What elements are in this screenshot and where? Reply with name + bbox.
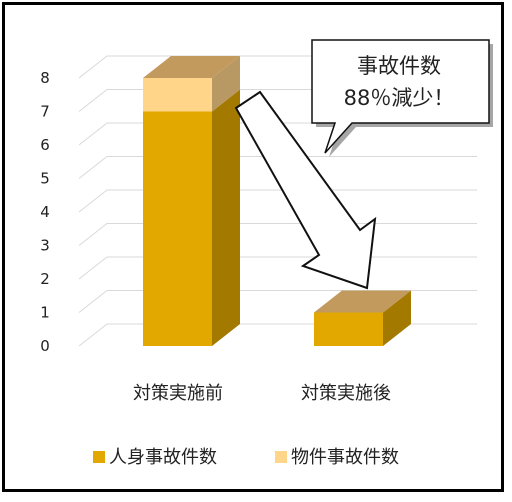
y-tick-1: 1	[40, 304, 50, 322]
y-tick-8: 8	[40, 69, 50, 87]
grid-lines	[78, 55, 477, 347]
y-tick-4: 4	[40, 203, 50, 221]
bar-front-1-0	[314, 312, 383, 346]
gridline-2	[78, 256, 477, 280]
y-tick-3: 3	[40, 237, 50, 255]
bars	[143, 56, 411, 346]
bar-top-1	[314, 290, 411, 313]
callout-line-2: 88％減少！	[344, 86, 455, 110]
y-tick-2: 2	[40, 270, 50, 288]
y-tick-6: 6	[40, 136, 50, 154]
legend-swatch-injury	[93, 451, 105, 463]
y-axis-ticks: 0 1 2 3 4 5 6 7 8	[40, 69, 50, 355]
gridline-5	[78, 156, 477, 179]
x-label-1: 対策実施後	[301, 383, 391, 404]
bar-top-0	[143, 56, 240, 78]
x-label-0: 対策実施前	[133, 383, 223, 404]
bar-front-0-1	[143, 78, 212, 112]
legend-label-property: 物件事故件数	[291, 447, 399, 468]
gridline-1	[78, 290, 477, 313]
gridline-4	[78, 189, 477, 213]
legend-label-injury: 人身事故件数	[109, 447, 217, 468]
y-tick-7: 7	[40, 103, 50, 121]
legend: 人身事故件数 物件事故件数	[93, 447, 399, 468]
callout-line-1: 事故件数	[357, 54, 441, 78]
bar-side-0-1	[212, 56, 240, 112]
category-labels: 対策実施前 対策実施後	[133, 383, 391, 404]
bar-side-0-0	[212, 89, 240, 346]
y-tick-0: 0	[40, 337, 50, 355]
chart-frame: 0 1 2 3 4 5 6 7 8 対策実施前 対策実施後 事故件数 88％減少！ 人身事故件数 …	[2, 2, 504, 492]
legend-swatch-property	[275, 451, 287, 463]
bar-front-0-0	[143, 111, 212, 346]
decrease-arrow-icon	[234, 90, 377, 290]
y-tick-5: 5	[40, 170, 50, 188]
gridline-0	[78, 323, 477, 347]
reduction-callout: 事故件数 88％減少！	[311, 39, 493, 157]
gridline-3	[78, 223, 477, 246]
bar-side-1-0	[383, 290, 411, 346]
bar-chart: 0 1 2 3 4 5 6 7 8 対策実施前 対策実施後 事故件数 88％減少！ 人身事故件数 …	[40, 39, 493, 468]
